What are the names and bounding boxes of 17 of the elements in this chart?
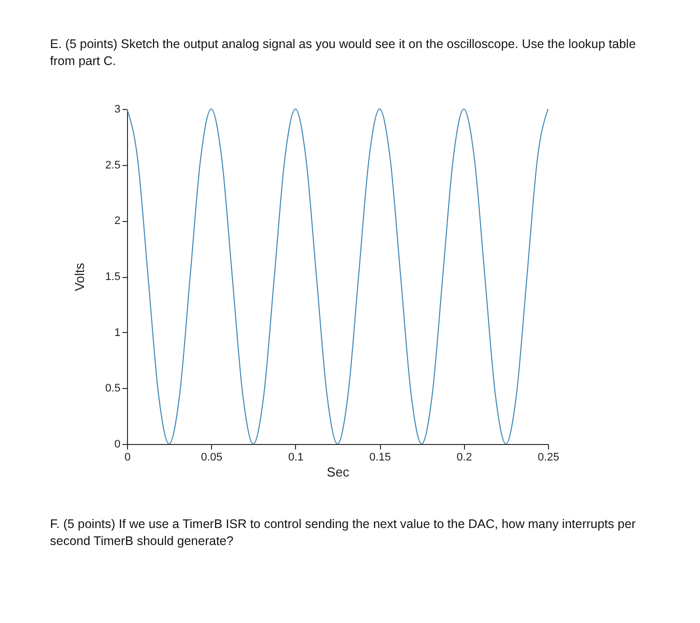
x-tick-label: 0.25 — [538, 452, 560, 464]
x-tick-label: 0.05 — [200, 452, 222, 464]
x-tick-label: 0.1 — [288, 452, 304, 464]
x-tick-label: 0.2 — [456, 452, 472, 464]
y-axis-title: Volts — [72, 262, 88, 292]
y-tick-label: 2 — [114, 215, 120, 228]
chart-title: E. (5 points) Sketch the output analog signal as you would see it on the oscilloscope. Use the lookup table from part C. — [50, 36, 637, 70]
y-tick-label: 0 — [114, 438, 120, 450]
text: F. (5 points) If we use a TimerB ISR to control sending the next value to the DAC, how many interrupts per second TimerB should generate? — [50, 516, 637, 550]
x-axis-title: Sec — [326, 464, 350, 480]
y-tick-label: 1 — [114, 326, 120, 339]
y-tick-label: 2.5 — [105, 159, 120, 172]
y-tick-label: 1.5 — [105, 271, 120, 283]
x-tick-label: 0 — [124, 452, 131, 464]
x-tick-label: 0.15 — [369, 452, 391, 464]
y-tick-label: 0.5 — [105, 382, 120, 395]
y-tick-label: 3 — [114, 104, 120, 116]
